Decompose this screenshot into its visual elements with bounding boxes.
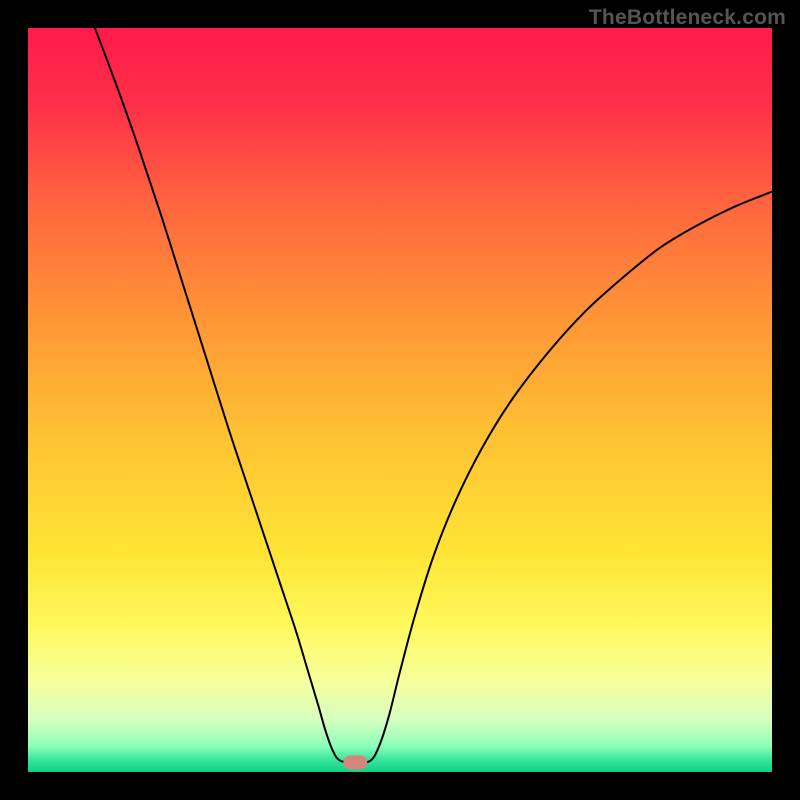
optimum-marker <box>343 755 367 769</box>
watermark-text: TheBottleneck.com <box>589 6 786 30</box>
plot-background <box>28 28 772 772</box>
chart-container: TheBottleneck.com <box>0 0 800 800</box>
bottleneck-chart <box>0 0 800 800</box>
